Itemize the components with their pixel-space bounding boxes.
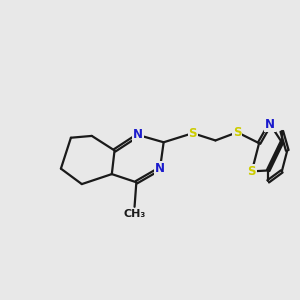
Text: S: S xyxy=(188,127,197,140)
Text: N: N xyxy=(265,118,275,130)
Text: N: N xyxy=(155,162,165,175)
Text: N: N xyxy=(133,128,143,142)
Text: S: S xyxy=(248,165,256,178)
Text: S: S xyxy=(233,126,242,139)
Text: CH₃: CH₃ xyxy=(123,208,146,219)
